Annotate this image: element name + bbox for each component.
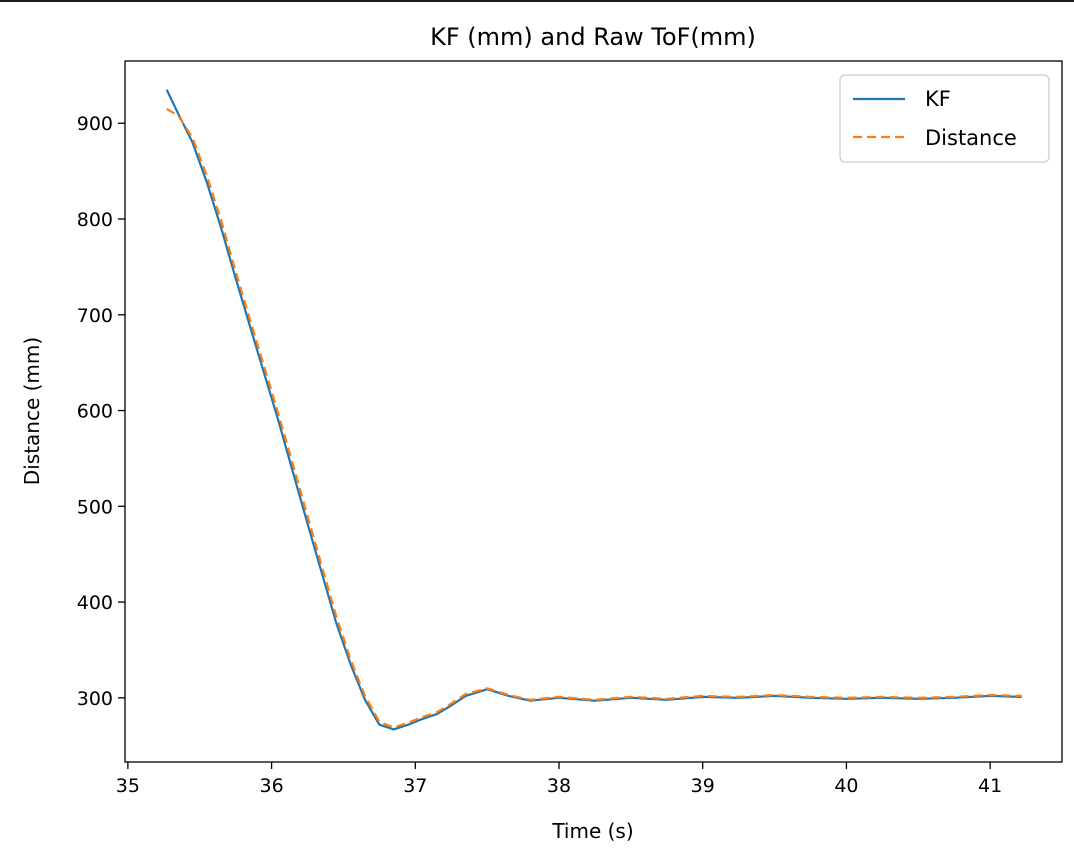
- y-tick-label-500: 500: [77, 496, 113, 518]
- legend-box: [839, 74, 1050, 163]
- x-tick-label-35: 35: [116, 775, 140, 797]
- x-tick-label-41: 41: [978, 775, 1002, 797]
- x-tick-label-38: 38: [547, 775, 571, 797]
- x-tick-label-36: 36: [259, 775, 283, 797]
- y-axis-ticks: 300 400 500 600 700 800 900: [77, 113, 125, 710]
- x-axis-ticks: 35 36 37 38 39 40 41: [116, 762, 1002, 797]
- series-line-distance: [166, 107, 1022, 729]
- x-tick-label-39: 39: [691, 775, 715, 797]
- x-tick-label-40: 40: [834, 775, 858, 797]
- legend-label-kf: KF: [925, 87, 951, 111]
- y-tick-label-800: 800: [77, 209, 113, 231]
- series-layer: [165, 89, 1022, 731]
- y-tick-label-600: 600: [77, 401, 113, 423]
- x-axis-label: Time (s): [551, 819, 633, 843]
- legend-label-distance: Distance: [925, 126, 1017, 150]
- y-tick-label-900: 900: [77, 113, 113, 135]
- legend: KF Distance: [839, 74, 1050, 163]
- y-tick-label-400: 400: [77, 592, 113, 614]
- chart-title: KF (mm) and Raw ToF(mm): [430, 23, 756, 51]
- y-tick-label-300: 300: [77, 688, 113, 710]
- y-tick-label-700: 700: [77, 305, 113, 327]
- y-axis-label: Distance (mm): [20, 337, 44, 485]
- window-top-border: [0, 0, 1074, 2]
- x-tick-label-37: 37: [403, 775, 427, 797]
- plot-area: [124, 60, 1063, 763]
